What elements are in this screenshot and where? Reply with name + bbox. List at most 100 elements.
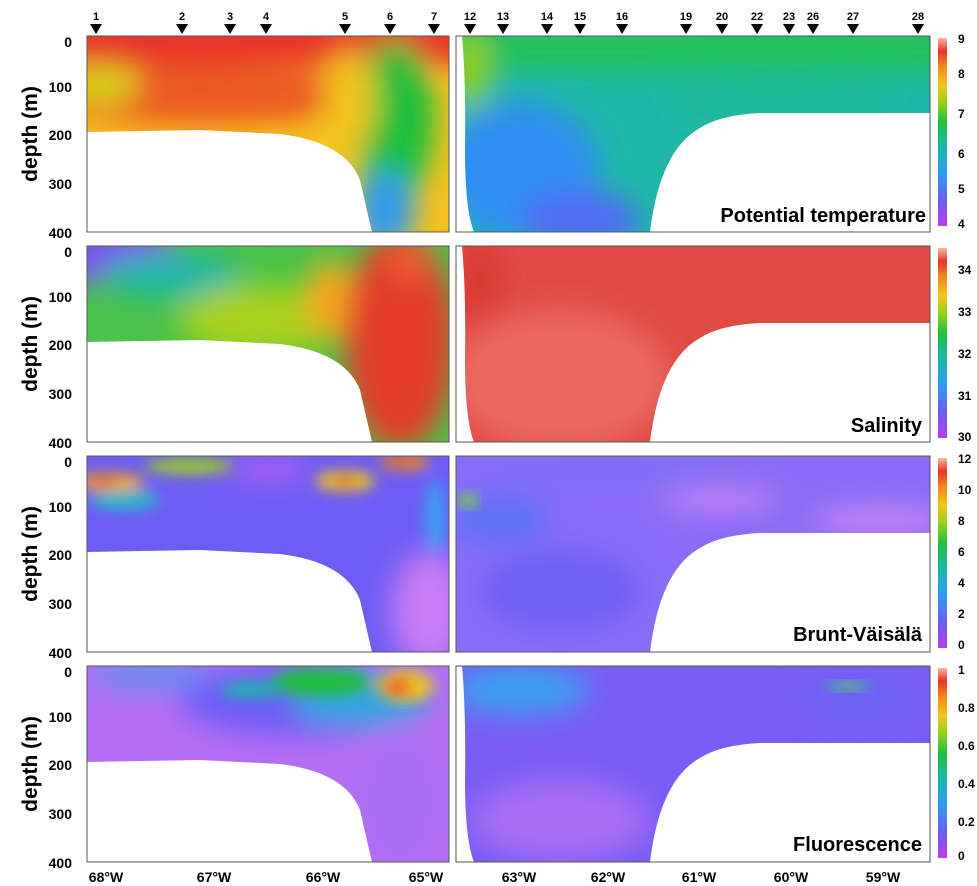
station-23-marker <box>783 24 795 34</box>
xtick-4: 63°W <box>502 869 537 885</box>
station-19: 19 <box>680 11 692 34</box>
panel-3-ytick-2: 200 <box>49 757 73 773</box>
station-27-marker <box>847 24 859 34</box>
xtick-2: 66°W <box>306 869 341 885</box>
panel-3-left-bathymetry <box>87 760 372 862</box>
station-16-label: 16 <box>616 11 628 23</box>
station-27-label: 27 <box>847 11 859 23</box>
station-12: 12 <box>464 11 476 34</box>
station-26-marker <box>807 24 819 34</box>
panel-1-title: Salinity <box>851 415 923 437</box>
station-26-label: 26 <box>807 11 819 23</box>
station-7-marker <box>428 24 440 34</box>
station-markers: 1 2 3 4 5 6 7 12 <box>90 11 924 34</box>
panel-3-ytick-1: 100 <box>49 709 73 725</box>
station-2-marker <box>176 24 188 34</box>
station-5: 5 <box>339 11 351 34</box>
panel-0-ylabel: depth (m) <box>19 86 42 182</box>
panel-2-title: Brunt-Väisälä <box>793 624 923 646</box>
panel-0-ytick-1: 100 <box>49 79 73 95</box>
panel-2-cbar-tick-4: 4 <box>958 576 965 590</box>
panel-3-cbar-tick-4: 0.2 <box>958 815 975 829</box>
panel-brunt-vaisala: depth (m) 0 100 200 300 400 <box>19 452 972 661</box>
xtick-3: 65°W <box>409 869 444 885</box>
panel-1-cbar-tick-2: 32 <box>958 347 972 361</box>
panel-0-ytick-2: 200 <box>49 127 73 143</box>
station-4: 4 <box>260 11 272 34</box>
station-1-marker <box>90 24 102 34</box>
panel-1-right-bathymetry <box>650 323 930 442</box>
panel-2-ytick-1: 100 <box>49 499 73 515</box>
panel-2-cbar-tick-6: 0 <box>958 638 965 652</box>
panel-3-cbar-tick-0: 1 <box>958 663 965 677</box>
panel-0-ytick-3: 300 <box>49 176 73 192</box>
panel-0-cbar-tick-2: 7 <box>958 107 965 121</box>
station-28-label: 28 <box>912 11 924 23</box>
panel-2-left-frame <box>86 455 450 653</box>
panel-1-ytick-0: 0 <box>64 244 72 260</box>
panel-3-colorbar <box>938 668 947 858</box>
station-6-marker <box>384 24 396 34</box>
xtick-1: 67°W <box>197 869 232 885</box>
panel-potential-temperature: depth (m) 0 100 200 300 400 <box>19 32 965 241</box>
station-3-label: 3 <box>227 11 233 23</box>
panel-2-ytick-4: 400 <box>49 645 73 661</box>
station-14-label: 14 <box>541 11 554 23</box>
panel-2-ytick-2: 200 <box>49 547 73 563</box>
panel-1-cbar-tick-1: 33 <box>958 305 972 319</box>
panel-2-cbar-tick-0: 12 <box>958 452 972 466</box>
station-19-label: 19 <box>680 11 692 23</box>
panel-1-ytick-1: 100 <box>49 289 73 305</box>
panel-0-ytick-0: 0 <box>64 34 72 50</box>
panel-3-title: Fluorescence <box>793 834 922 856</box>
panel-0-cbar-tick-3: 6 <box>958 147 965 161</box>
panel-0-cbar-tick-5: 4 <box>958 217 965 231</box>
panel-2-cbar-tick-3: 6 <box>958 545 965 559</box>
station-13: 13 <box>497 11 509 34</box>
station-16-marker <box>616 24 628 34</box>
station-15-marker <box>574 24 586 34</box>
station-20-label: 20 <box>716 11 728 23</box>
panel-1-cbar-tick-4: 30 <box>958 430 972 444</box>
station-14: 14 <box>541 11 554 34</box>
panel-3-ytick-4: 400 <box>49 855 73 871</box>
station-12-label: 12 <box>464 11 476 23</box>
panel-3-right-frame <box>455 665 931 863</box>
panel-0-left-bathymetry <box>87 130 372 232</box>
panel-1-ylabel: depth (m) <box>19 296 42 392</box>
panel-1-right-wall <box>456 246 474 442</box>
station-6-label: 6 <box>387 11 393 23</box>
station-2-label: 2 <box>179 11 185 23</box>
station-13-label: 13 <box>497 11 509 23</box>
station-14-marker <box>541 24 553 34</box>
panel-0-right-bathymetry <box>650 113 930 232</box>
panel-0-ytick-4: 400 <box>49 225 73 241</box>
station-3: 3 <box>224 11 236 34</box>
panel-0-cbar-tick-1: 8 <box>958 67 965 81</box>
panel-2-left-bathymetry <box>87 550 372 652</box>
station-15-label: 15 <box>574 11 586 23</box>
panel-2-right-frame <box>455 455 931 653</box>
panel-2-cbar-tick-1: 10 <box>958 483 972 497</box>
panel-1-ytick-2: 200 <box>49 337 73 353</box>
station-15: 15 <box>574 11 586 34</box>
panel-3-cbar-tick-1: 0.8 <box>958 701 975 715</box>
panel-1-ytick-4: 400 <box>49 435 73 451</box>
station-19-marker <box>680 24 692 34</box>
station-2: 2 <box>176 11 188 34</box>
xtick-7: 60°W <box>774 869 809 885</box>
panel-1-left-frame <box>86 245 450 443</box>
station-22-marker <box>751 24 763 34</box>
station-1-label: 1 <box>93 11 99 23</box>
station-27: 27 <box>847 11 859 34</box>
station-28: 28 <box>912 11 924 34</box>
panel-3-cbar-tick-3: 0.4 <box>958 777 975 791</box>
station-7-label: 7 <box>431 11 437 23</box>
panel-1-colorbar <box>938 248 947 438</box>
station-1: 1 <box>90 11 102 34</box>
panel-2-cbar-tick-2: 8 <box>958 514 965 528</box>
station-28-marker <box>912 24 924 34</box>
xtick-5: 62°W <box>591 869 626 885</box>
station-12-marker <box>464 24 476 34</box>
